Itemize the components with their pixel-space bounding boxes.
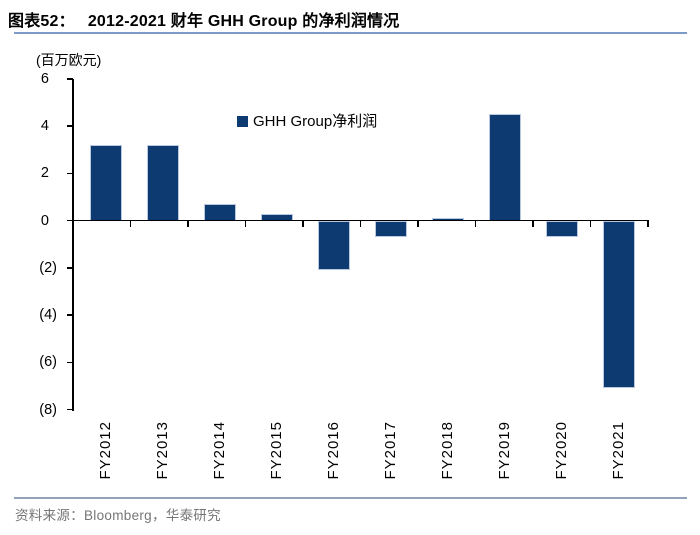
x-label-FY2018: FY2018 [439,421,456,480]
bar-FY2013 [147,145,179,221]
bar-FY2017 [375,220,407,238]
x-tick [474,220,477,228]
bar-FY2019 [489,114,521,221]
y-tick-label: (4) [39,307,57,324]
source-note: 资料来源：Bloomberg，华泰研究 [15,508,221,523]
bar-FY2012 [90,145,122,221]
bar-FY2020 [546,220,578,238]
y-axis-unit-label: (百万欧元) [36,52,102,68]
y-tick [67,219,73,222]
x-label-FY2017: FY2017 [382,421,399,480]
y-tick [67,314,73,316]
x-tick [417,220,419,228]
x-tick [302,220,304,228]
x-label-FY2020: FY2020 [553,421,570,480]
x-label-FY2013: FY2013 [154,421,171,480]
figure-title-row: 图表52： 2012-2021 财年 GHH Group 的净利润情况 [8,7,399,31]
y-tick-label: 4 [40,118,49,135]
y-tick [67,267,73,269]
y-tick-label: (8) [39,401,57,418]
x-label-FY2016: FY2016 [325,421,342,480]
legend-swatch-icon [237,116,248,127]
footer-divider [14,497,687,499]
y-tick [67,408,73,411]
y-tick [67,172,73,175]
y-tick-label: (2) [39,259,57,276]
figure-title: 2012-2021 财年 GHH Group 的净利润情况 [87,13,400,30]
x-tick [359,220,362,228]
chart-legend: GHH Group净利润 [237,112,377,131]
x-label-FY2019: FY2019 [496,421,513,480]
title-divider [14,32,687,34]
bar-FY2021 [603,220,635,389]
figure-number-label: 图表52： [8,13,75,30]
bar-FY2016 [318,220,350,271]
y-tick [67,361,73,364]
y-tick-label: 6 [40,70,49,87]
x-label-FY2021: FY2021 [610,421,627,480]
y-tick-label: 0 [40,212,49,229]
legend-label: GHH Group净利润 [253,113,378,130]
x-label-FY2012: FY2012 [97,421,114,480]
y-tick [67,125,73,127]
y-axis-line [72,79,74,411]
x-tick [72,220,74,228]
x-label-FY2014: FY2014 [211,421,228,480]
x-label-FY2015: FY2015 [268,421,285,480]
x-tick [244,220,247,228]
x-tick [187,220,189,228]
y-tick [67,78,73,80]
y-tick-label: (6) [39,354,57,371]
bar-FY2014 [204,204,236,221]
x-tick [532,220,534,228]
y-tick-label: 2 [40,165,49,182]
x-tick [129,220,132,228]
x-tick [647,220,649,228]
x-tick [589,220,592,228]
